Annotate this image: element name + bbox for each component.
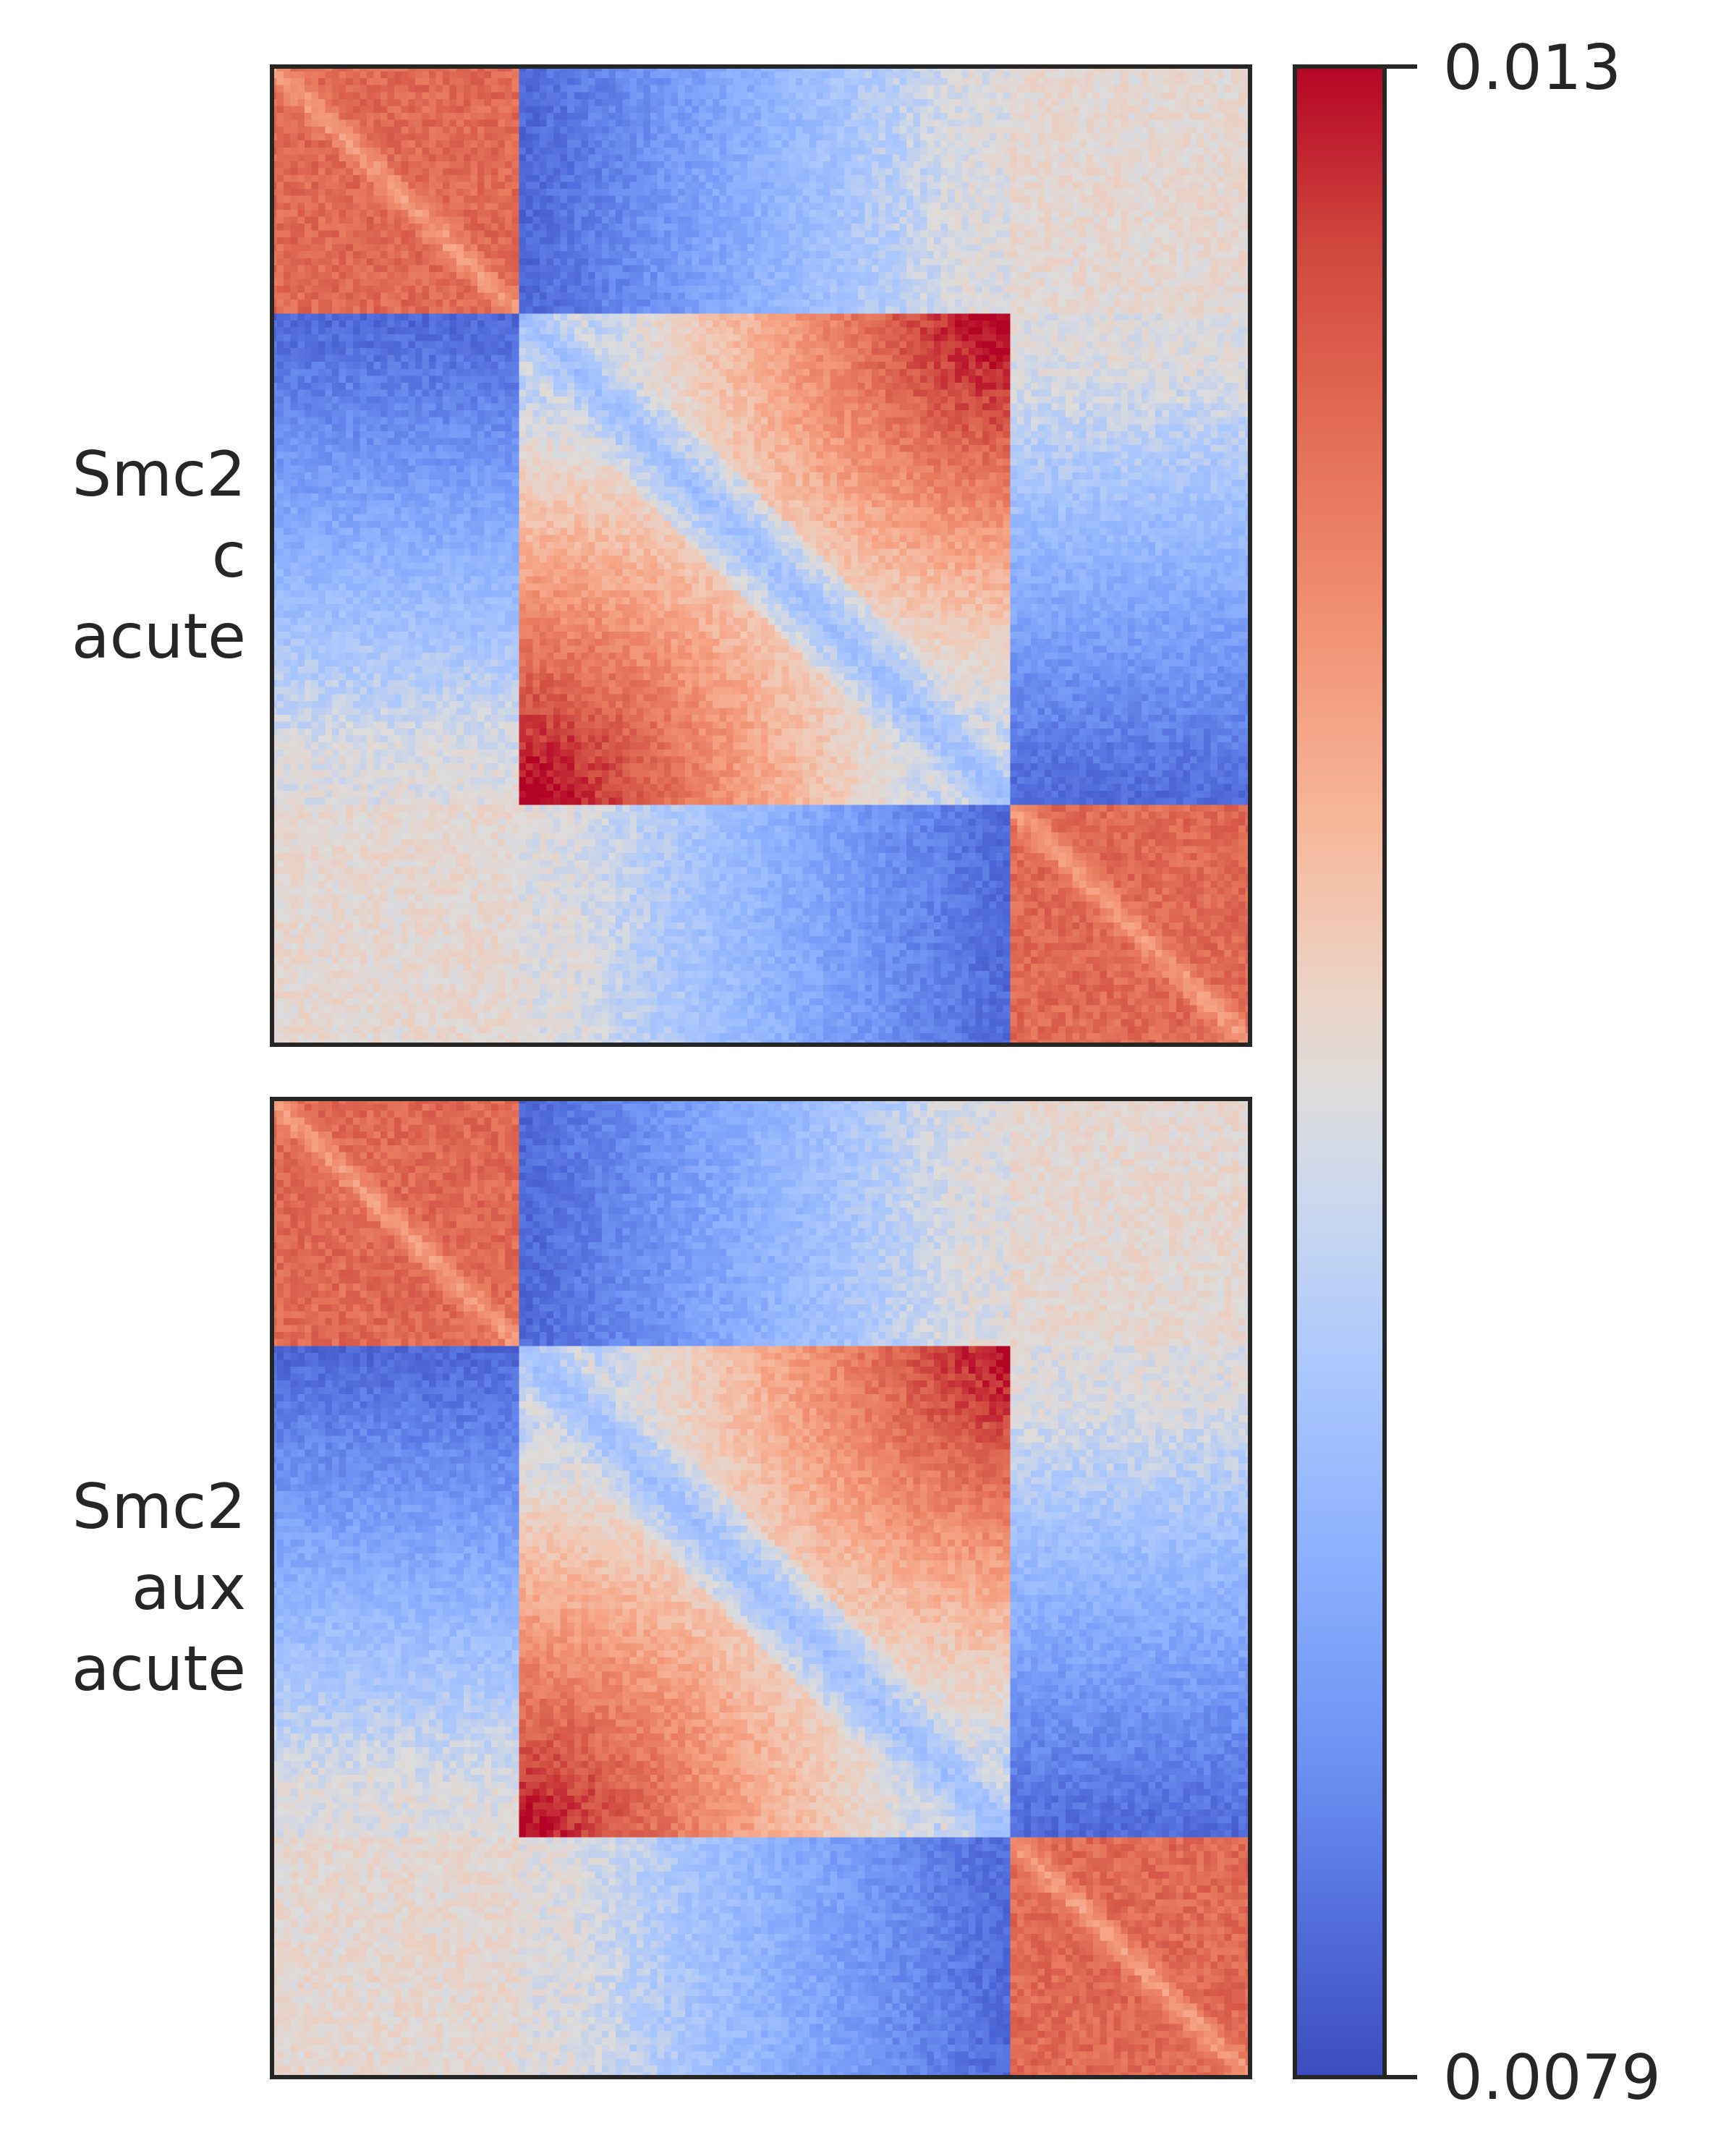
heatmap-panel-bottom [270, 1097, 1252, 2079]
row-label-line: acute [71, 1633, 246, 1705]
colorbar [1293, 64, 1387, 2079]
colorbar-gradient [1293, 64, 1387, 2079]
heatmap-image-bottom [270, 1097, 1252, 2079]
colorbar-tick-max [1387, 64, 1417, 69]
row-label-line: acute [71, 600, 246, 673]
row-label-line: c [211, 519, 246, 592]
heatmap-frame [270, 64, 1252, 1047]
row-label-top: Smc2 c acute [0, 434, 246, 677]
heatmap-frame [270, 1097, 1252, 2079]
row-label-line: aux [131, 1552, 246, 1624]
heatmap-panel-top [270, 64, 1252, 1047]
colorbar-min-label: 0.0079 [1443, 2042, 1661, 2114]
row-label-bottom: Smc2 aux acute [0, 1467, 246, 1710]
colorbar-tick-min [1387, 2075, 1417, 2079]
colorbar-frame [1293, 64, 1387, 2079]
row-label-line: Smc2 [72, 438, 246, 511]
row-label-line: Smc2 [72, 1471, 246, 1543]
heatmap-image-top [270, 64, 1252, 1047]
colorbar-max-label: 0.013 [1443, 32, 1622, 104]
